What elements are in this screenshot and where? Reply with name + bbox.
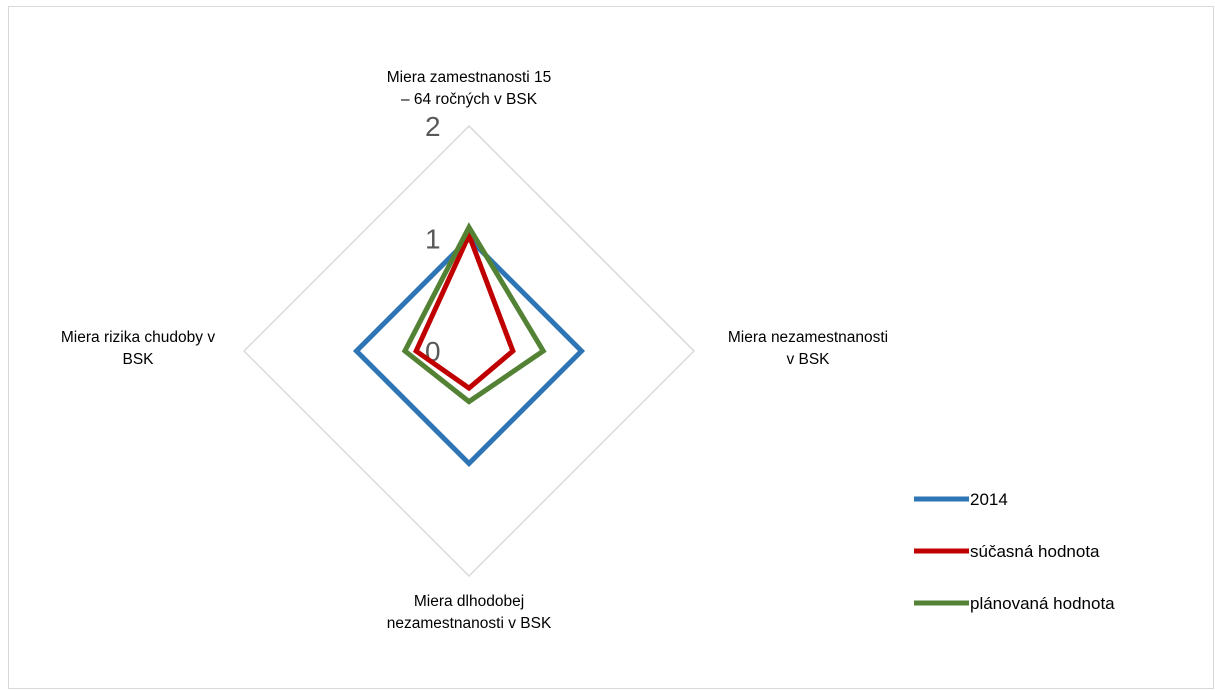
series-line-1 (412, 228, 516, 392)
legend-label: plánovaná hodnota (970, 594, 1115, 613)
axis-label-line: v BSK (786, 351, 830, 368)
axis-label: Miera nezamestnanosti v BSK (728, 329, 888, 368)
axis-label-line: Miera nezamestnanosti (728, 329, 888, 346)
axis-label-line: Miera zamestnanosti 15 (387, 69, 552, 86)
axis-label-line: Miera dlhodobej (414, 593, 524, 610)
axis-label: Miera dlhodobej nezamestnanosti v BSK (387, 593, 552, 632)
chart-area (8, 6, 1214, 689)
legend-label: súčasná hodnota (970, 542, 1100, 561)
axis-label: Miera zamestnanosti 15 – 64 ročných v BSK (387, 69, 552, 108)
legend-label: 2014 (970, 490, 1008, 509)
axis-label-line: BSK (122, 351, 154, 368)
axis-label-line: – 64 ročných v BSK (401, 91, 538, 108)
axis-label-line: Miera rizika chudoby v (61, 329, 215, 346)
radar-tick-label: 2 (425, 111, 441, 142)
radar-grid-ring (242, 124, 696, 578)
series-line-2 (401, 222, 547, 405)
axis-label: Miera rizika chudoby v BSK (61, 329, 215, 368)
axis-label-line: nezamestnanosti v BSK (387, 615, 552, 632)
series-line-0 (352, 234, 586, 468)
radar-tick-label: 1 (425, 224, 441, 255)
